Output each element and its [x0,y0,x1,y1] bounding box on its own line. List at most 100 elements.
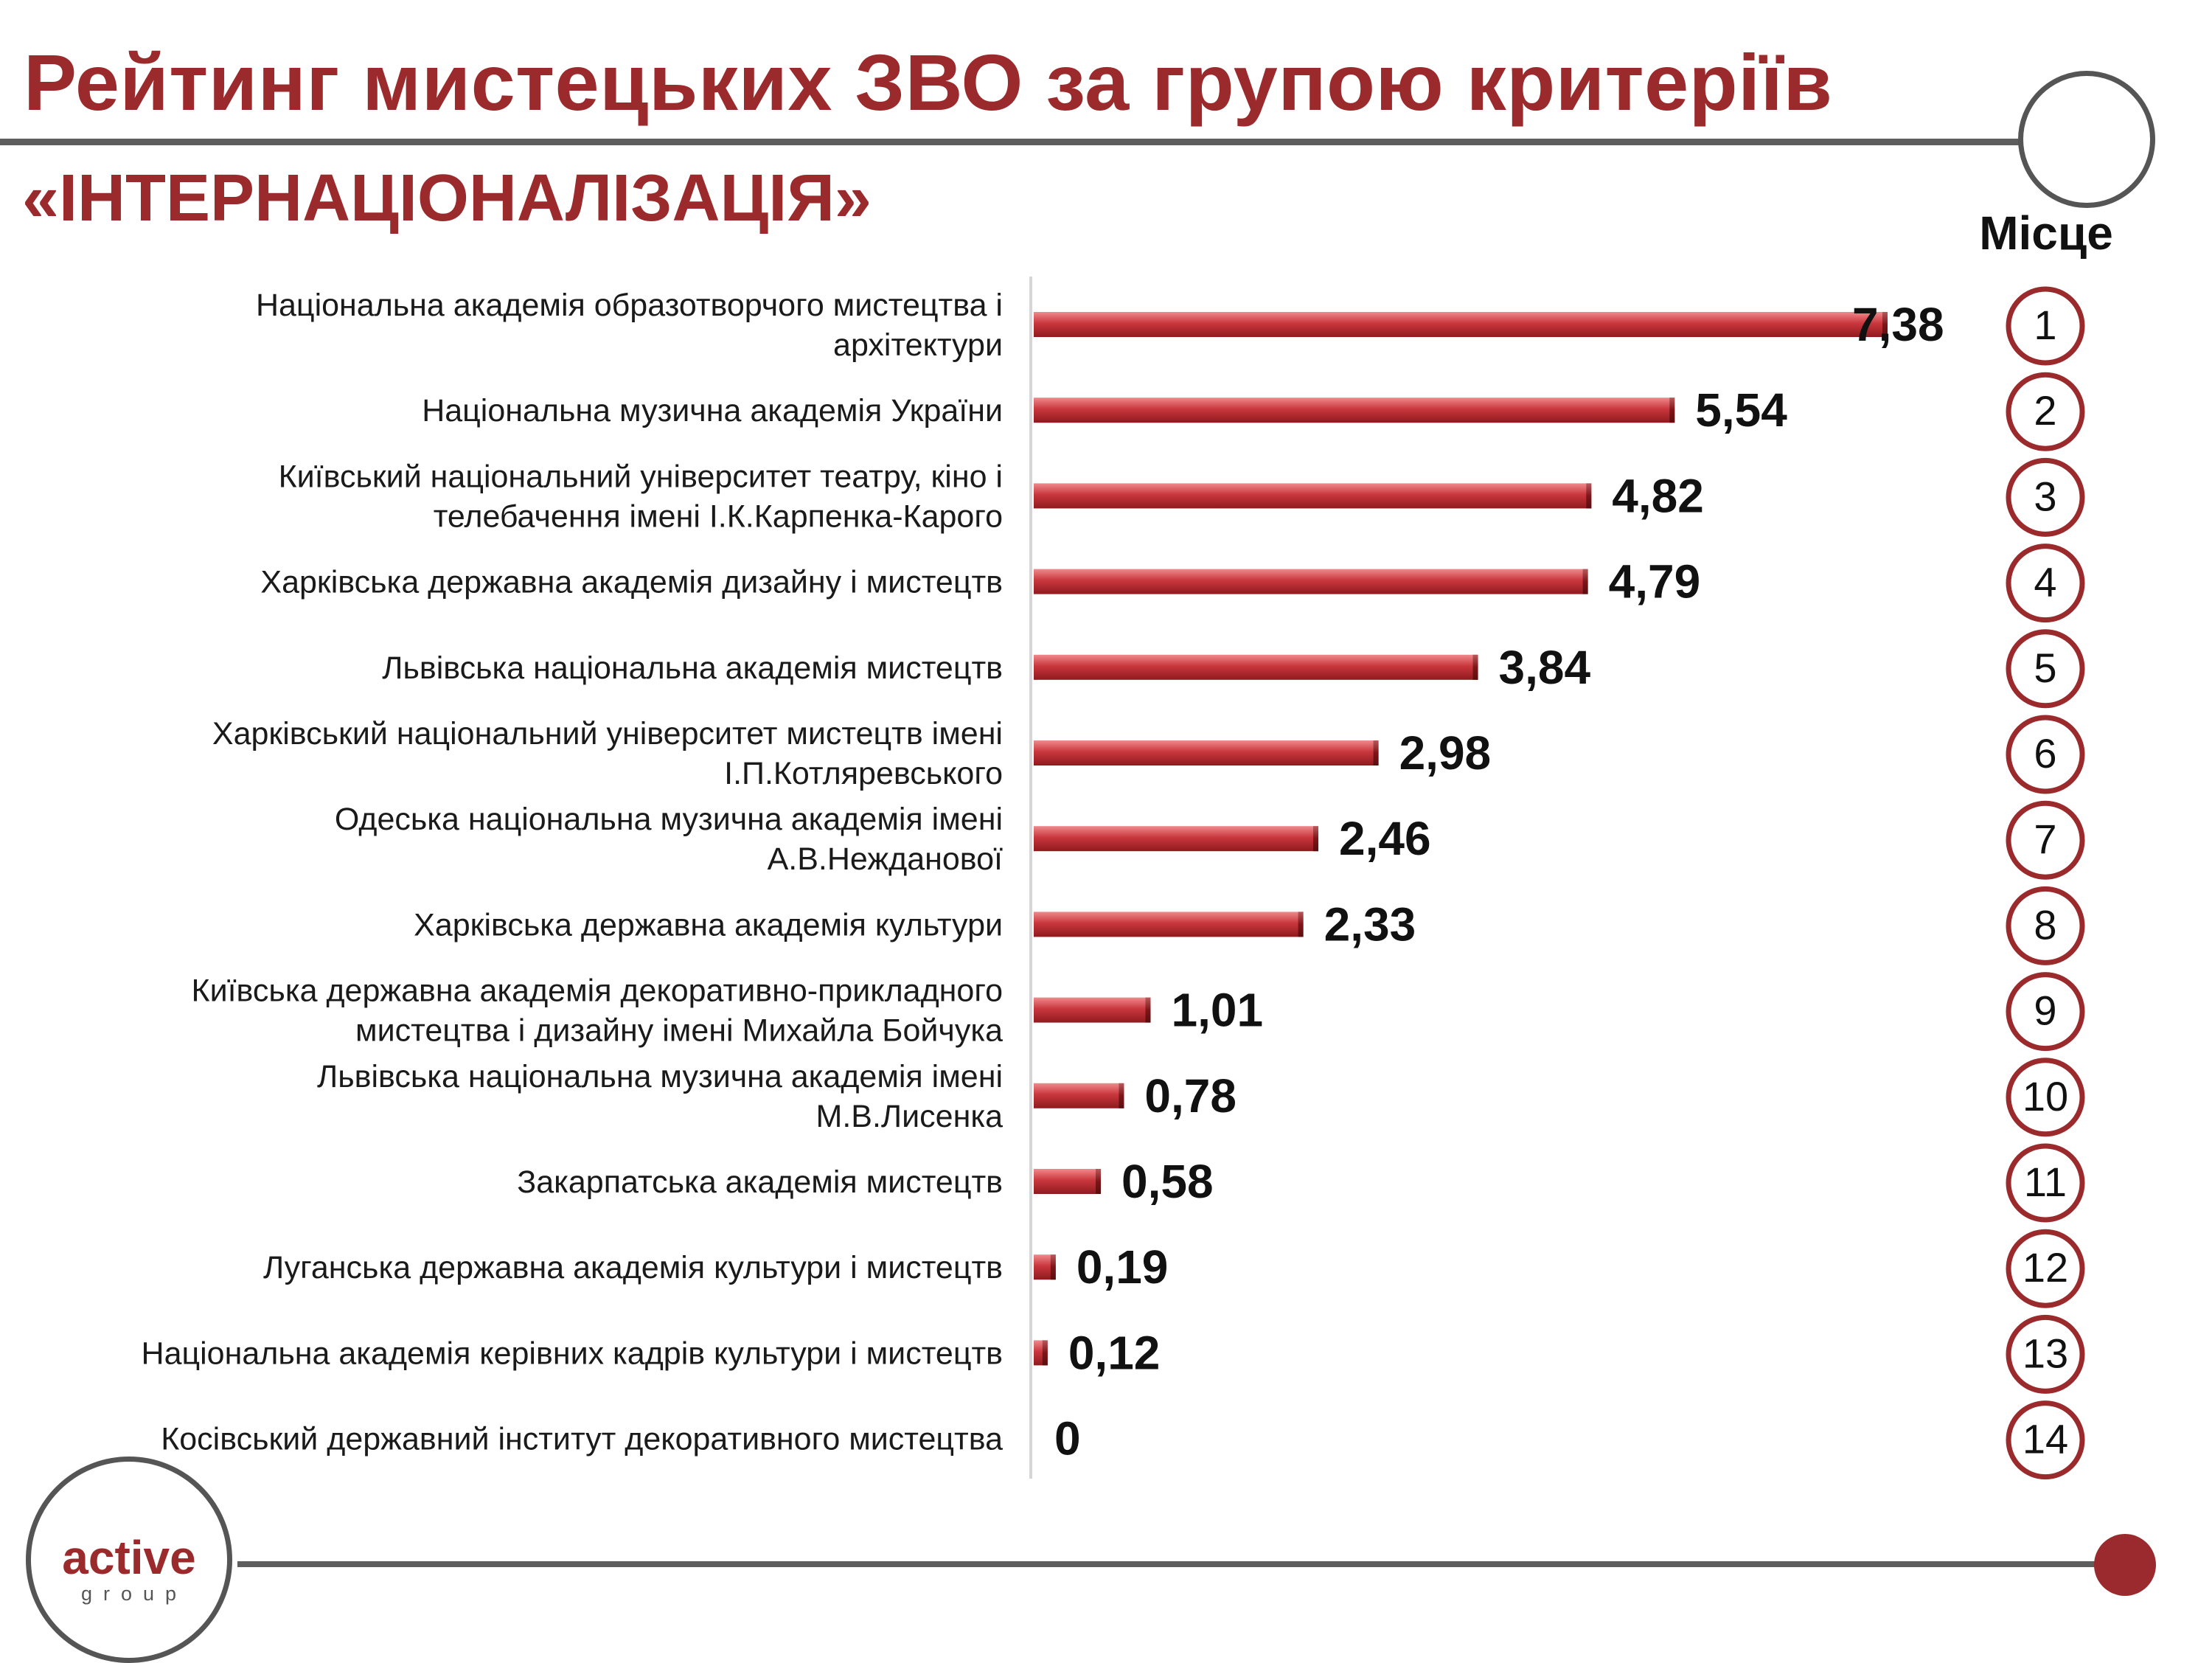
bar-end-cap [1096,1169,1102,1194]
place-number: 11 [2024,1159,2067,1205]
place-circle [2006,457,2085,537]
place-number: 6 [2034,730,2056,777]
title-underline [0,139,2020,145]
category-label: Одеська національна музична академія іме… [335,802,1003,877]
place-circle [2006,972,2085,1052]
category-label-line: архітектури [833,327,1003,363]
category-label-line: А.В.Нежданової [768,841,1003,877]
category-label-line: Харківська державна академія дизайну і м… [260,565,1003,600]
place-circle [2006,1400,2085,1480]
category-label: Луганська державна академія культури і м… [263,1250,1003,1285]
bar-end-cap [1882,312,1888,337]
place-circle [2006,715,2085,794]
category-label-line: Національна академія образотворчого мист… [256,288,1003,323]
place-number: 1 [2034,302,2056,348]
data-label: 2,98 [1399,726,1492,780]
page-subtitle: «ІНТЕРНАЦІОНАЛІЗАЦІЯ» [22,162,872,235]
data-label: 0,12 [1068,1326,1161,1379]
bar [1034,740,1379,765]
category-label: Київський національний університет театр… [279,459,1003,534]
bar-end-cap [1582,569,1588,594]
bar [1034,1083,1124,1108]
place-circle [2006,372,2085,451]
category-label: Харківська державна академія дизайну і м… [260,565,1003,600]
category-label-line: Закарпатська академія мистецтв [517,1164,1003,1200]
place-circle [2006,286,2085,366]
data-label: 2,33 [1324,898,1416,951]
bar [1034,826,1318,852]
bar-end-cap [1145,997,1151,1023]
data-label: 4,82 [1612,469,1704,522]
category-label: Львівська національна музична академія і… [317,1059,1003,1134]
data-label: 0,58 [1121,1155,1214,1208]
bar-end-cap [1298,912,1304,937]
category-label: Харківська державна академія культури [414,907,1003,942]
category-label: Київська державна академія декоративно-п… [192,973,1004,1049]
footer-dot [2094,1534,2156,1596]
bar [1034,397,1675,423]
place-number: 8 [2034,901,2056,948]
category-label: Закарпатська академія мистецтв [517,1164,1003,1200]
category-label: Національна академія керівних кадрів кул… [142,1336,1003,1371]
category-label: Національна академія образотворчого мист… [256,288,1003,363]
bar-end-cap [1586,483,1592,509]
place-number: 9 [2034,987,2056,1034]
page-title: Рейтинг мистецьких ЗВО за групою критері… [24,38,1833,127]
category-label-line: Косівський державний інститут декоративн… [161,1422,1003,1457]
decorative-circle [2018,71,2155,208]
category-label-line: М.В.Лисенка [816,1099,1004,1134]
category-label-line: Національна музична академія України [422,393,1003,428]
logo-subtitle: group [80,1583,188,1605]
data-label: 2,46 [1339,812,1431,865]
bar [1034,912,1304,937]
category-label-line: Київська державна академія декоративно-п… [192,973,1003,1009]
place-number: 4 [2034,559,2056,605]
data-label: 5,54 [1695,383,1787,437]
bar-end-cap [1050,1254,1056,1280]
category-label: Львівська національна академія мистецтв [382,650,1003,686]
category-label-line: Львівська національна академія мистецтв [382,650,1003,686]
place-number: 3 [2034,473,2056,519]
category-label: Косівський державний інститут декоративн… [161,1422,1003,1457]
bar [1034,654,1478,680]
footer-line [237,1561,2107,1567]
bar-end-cap [1313,826,1318,852]
bar [1034,569,1588,594]
category-label-line: Харківська державна академія культури [414,907,1003,942]
bar [1034,483,1592,509]
place-column-header: Місце [1979,206,2113,260]
category-label-line: Одеська національна музична академія іме… [335,802,1003,837]
place-circle [2006,629,2085,709]
category-label-line: І.П.Котляревського [724,756,1003,791]
data-label: 0,19 [1077,1240,1169,1294]
place-number: 2 [2034,387,2056,434]
place-circle [2006,1058,2085,1137]
data-label: 1,01 [1171,984,1263,1037]
place-circle [2006,800,2085,880]
bar [1034,1169,1102,1194]
category-label-line: Київський національний університет театр… [279,459,1003,494]
bar-end-cap [1669,397,1675,423]
place-circle [2006,544,2085,623]
place-number: 10 [2023,1073,2068,1119]
place-number: 5 [2034,645,2056,691]
place-number: 12 [2023,1244,2068,1291]
bar [1034,997,1151,1023]
logo-wordmark: active [62,1531,196,1584]
bar-end-cap [1373,740,1379,765]
place-number: 14 [2023,1416,2068,1462]
bar-end-cap [1042,1340,1048,1366]
category-label-line: Національна академія керівних кадрів кул… [142,1336,1003,1371]
data-label: 4,79 [1609,555,1701,608]
bar [1034,312,1888,337]
category-label: Національна музична академія України [422,393,1003,428]
bar-end-cap [1119,1083,1124,1108]
category-label-line: телебачення імені І.К.Карпенка-Карого [434,499,1003,534]
data-label: 0,78 [1144,1069,1237,1122]
category-label-line: мистецтва і дизайну імені Михайла Бойчук… [355,1013,1003,1049]
place-circle [2006,1143,2085,1223]
place-number: 13 [2023,1330,2068,1376]
place-circle [2006,886,2085,965]
place-number: 7 [2034,816,2056,862]
